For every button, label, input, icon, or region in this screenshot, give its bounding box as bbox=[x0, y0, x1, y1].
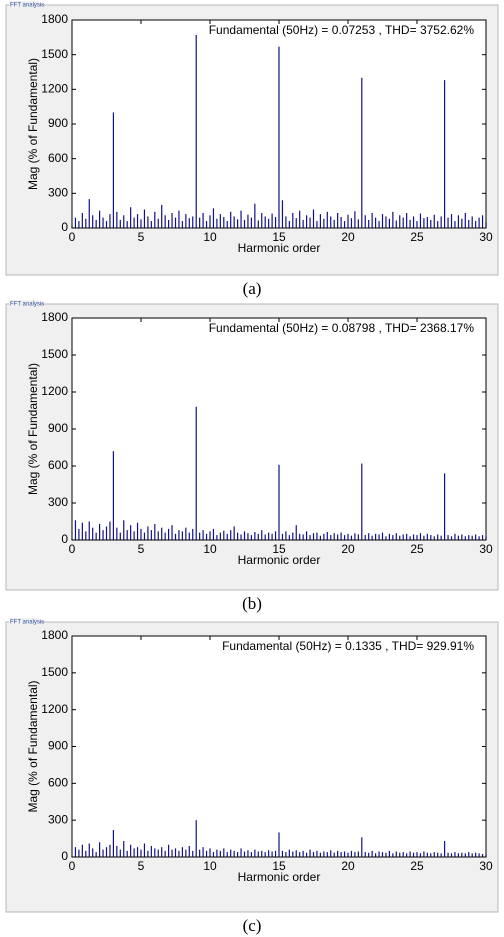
plot-border bbox=[71, 19, 487, 229]
panel: FFT analysis 0 300 600 900 1200 1500 1800 0 5 10 15… bbox=[5, 618, 499, 935]
y-tick-label: 1200 bbox=[41, 82, 68, 96]
y-axis-label: Mag (% of Fundamental) bbox=[26, 363, 40, 495]
y-tick-label: 1800 bbox=[41, 12, 68, 26]
x-tick-label: 10 bbox=[203, 230, 217, 244]
panel-label-bg bbox=[9, 618, 39, 626]
y-tick-label: 1800 bbox=[41, 310, 68, 324]
caption: (b) bbox=[242, 594, 262, 613]
y-tick-label: 900 bbox=[48, 116, 68, 130]
panel-label: FFT analysis bbox=[10, 302, 44, 308]
panel-label-bg bbox=[9, 1, 39, 9]
plot-border bbox=[71, 635, 487, 858]
panel-label-bg bbox=[9, 300, 39, 308]
x-tick-label: 0 bbox=[69, 230, 76, 244]
x-tick-label: 15 bbox=[272, 859, 286, 873]
panel-label: FFT analysis bbox=[10, 620, 44, 626]
x-tick-label: 15 bbox=[272, 542, 286, 556]
x-tick-label: 0 bbox=[69, 859, 76, 873]
caption: (c) bbox=[243, 916, 262, 935]
x-tick-label: 10 bbox=[203, 542, 217, 556]
annotation: Fundamental (50Hz) = 0.1335 , THD= 929.9… bbox=[222, 639, 474, 653]
x-tick-label: 5 bbox=[138, 542, 145, 556]
y-tick-label: 1500 bbox=[41, 47, 68, 61]
plot-area bbox=[72, 636, 486, 857]
annotation: Fundamental (50Hz) = 0.08798 , THD= 2368… bbox=[209, 321, 475, 335]
y-tick-label: 1800 bbox=[41, 628, 68, 642]
y-tick-label: 600 bbox=[48, 458, 68, 472]
y-tick-label: 300 bbox=[48, 812, 68, 826]
plot-border bbox=[71, 317, 487, 541]
x-tick-label: 10 bbox=[203, 859, 217, 873]
y-tick-label: 0 bbox=[61, 532, 68, 546]
y-tick-label: 900 bbox=[48, 421, 68, 435]
panel: FFT analysis 0 300 600 900 1200 1500 1800 0 5 10 15… bbox=[5, 300, 499, 613]
y-tick-label: 1500 bbox=[41, 665, 68, 679]
x-tick-label: 25 bbox=[410, 230, 424, 244]
panel: FFT analysis 0 300 600 900 1200 1500 1800 0 5 10 15… bbox=[5, 1, 499, 298]
x-axis-label: Harmonic order bbox=[238, 870, 321, 884]
x-tick-label: 20 bbox=[341, 859, 355, 873]
x-tick-label: 20 bbox=[341, 542, 355, 556]
x-tick-label: 20 bbox=[341, 230, 355, 244]
x-tick-label: 30 bbox=[479, 859, 493, 873]
y-tick-label: 1200 bbox=[41, 384, 68, 398]
x-tick-label: 25 bbox=[410, 542, 424, 556]
y-tick-label: 1200 bbox=[41, 702, 68, 716]
y-tick-label: 900 bbox=[48, 739, 68, 753]
x-tick-label: 15 bbox=[272, 230, 286, 244]
x-tick-label: 30 bbox=[479, 230, 493, 244]
panel-label: FFT analysis bbox=[10, 3, 44, 9]
annotation: Fundamental (50Hz) = 0.07253 , THD= 3752… bbox=[209, 23, 475, 37]
y-tick-label: 0 bbox=[61, 849, 68, 863]
y-tick-label: 0 bbox=[61, 220, 68, 234]
y-axis-label: Mag (% of Fundamental) bbox=[26, 58, 40, 190]
x-axis-label: Harmonic order bbox=[238, 553, 321, 567]
caption: (a) bbox=[243, 279, 262, 298]
y-axis-label: Mag (% of Fundamental) bbox=[26, 680, 40, 812]
y-tick-label: 600 bbox=[48, 151, 68, 165]
x-tick-label: 5 bbox=[138, 859, 145, 873]
x-axis-label: Harmonic order bbox=[238, 241, 321, 255]
y-tick-label: 600 bbox=[48, 776, 68, 790]
y-tick-label: 1500 bbox=[41, 347, 68, 361]
y-tick-label: 300 bbox=[48, 186, 68, 200]
x-tick-label: 5 bbox=[138, 230, 145, 244]
x-tick-label: 0 bbox=[69, 542, 76, 556]
x-tick-label: 25 bbox=[410, 859, 424, 873]
x-tick-label: 30 bbox=[479, 542, 493, 556]
y-tick-label: 300 bbox=[48, 495, 68, 509]
